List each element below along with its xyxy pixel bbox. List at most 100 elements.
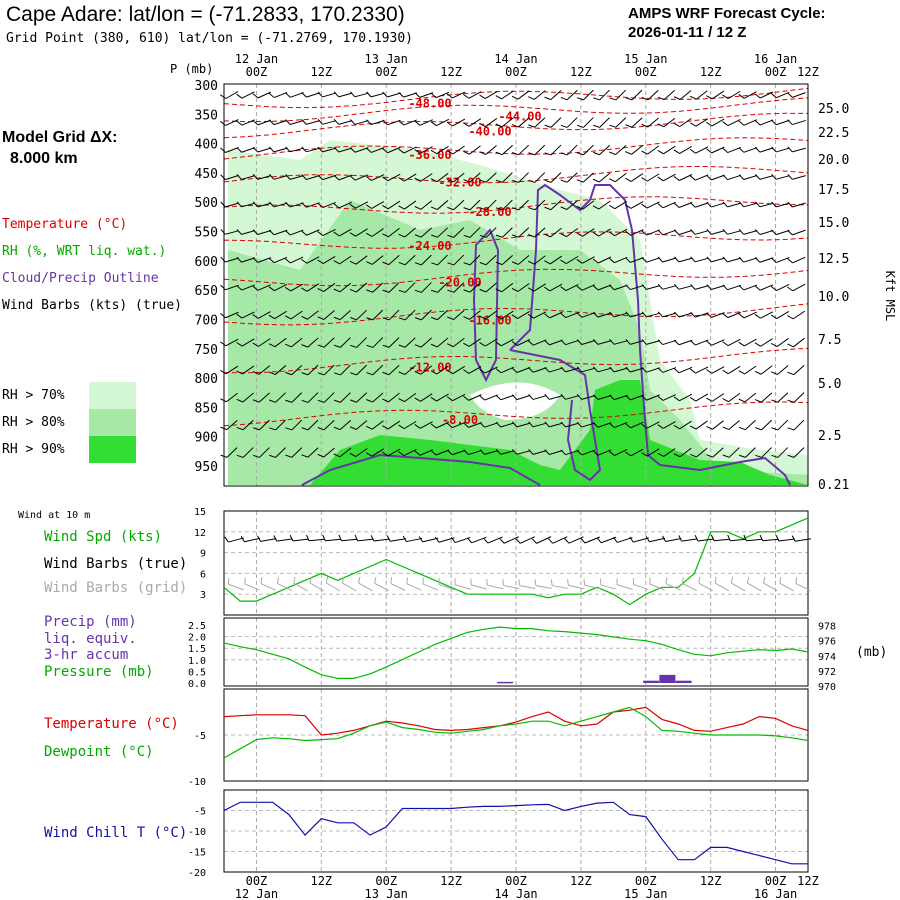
wind-barb-shaft bbox=[356, 337, 367, 348]
wind-barb bbox=[657, 117, 676, 128]
wind-barb-shaft bbox=[695, 90, 708, 100]
wind-barb bbox=[657, 448, 676, 457]
wind-barb-flag bbox=[576, 179, 584, 183]
wind-barb-shaft bbox=[646, 448, 660, 457]
wind-barb bbox=[268, 365, 287, 376]
wind-barb-shaft bbox=[226, 392, 238, 403]
wind-barb-shaft bbox=[372, 364, 384, 376]
temp-contour-label: -32.00 bbox=[438, 176, 481, 190]
surface-wind-barb-shaft bbox=[228, 537, 244, 543]
wind-barb bbox=[398, 420, 417, 430]
wind-barb-shaft bbox=[743, 284, 758, 291]
wind-barb-shaft bbox=[289, 147, 304, 153]
wind-barb-flag bbox=[592, 450, 599, 456]
wind-barb bbox=[269, 173, 288, 180]
wind-barb-flag bbox=[479, 315, 486, 320]
wind-barb bbox=[673, 311, 693, 318]
wind-barb-shaft bbox=[340, 364, 351, 376]
wind-barb bbox=[641, 367, 661, 373]
wind-barb bbox=[771, 146, 790, 153]
wind-barb bbox=[398, 309, 416, 321]
wind-barb bbox=[236, 147, 255, 153]
wind-barb-flag bbox=[657, 123, 665, 128]
wind-barb-flag bbox=[301, 174, 307, 180]
wind-barb-flag bbox=[641, 97, 649, 101]
wind-barb-flag bbox=[592, 231, 599, 237]
time-tick-bottom: 00Z bbox=[375, 874, 397, 888]
surface-wind-barb-flag bbox=[727, 534, 731, 541]
wind-barb-flag bbox=[593, 151, 600, 156]
wind-barb-flag bbox=[479, 94, 486, 100]
wind-barb-shaft bbox=[502, 199, 513, 211]
wind-barb bbox=[431, 309, 449, 321]
wind-barb bbox=[333, 91, 353, 98]
wind-barb-flag bbox=[544, 152, 552, 156]
surface-wind-barb-shaft bbox=[778, 538, 795, 542]
wind-barb-shaft bbox=[533, 311, 547, 319]
wind-barb-shaft bbox=[372, 392, 384, 403]
wind-barb-shaft bbox=[306, 283, 320, 292]
wind-barb bbox=[365, 201, 385, 209]
surface-wind-barb-shaft bbox=[795, 538, 811, 542]
wind-barb-flag bbox=[544, 421, 550, 428]
wind-barb bbox=[754, 146, 774, 153]
wind-barb-flag bbox=[252, 371, 260, 375]
wind-barb bbox=[252, 119, 272, 126]
wind-barb-shaft bbox=[759, 119, 774, 126]
wind-barb-shaft bbox=[662, 285, 677, 290]
wind-barb-flag bbox=[657, 367, 664, 373]
wind-barb bbox=[366, 255, 384, 265]
wind-barb-flag bbox=[430, 149, 437, 155]
wind-barb bbox=[398, 92, 418, 98]
wind-speed-tick: 9 bbox=[200, 549, 206, 560]
wind-barb bbox=[641, 229, 660, 236]
wind-barb-flag bbox=[544, 313, 550, 319]
surface-wind-barb-shaft bbox=[325, 538, 342, 542]
wind-barb-shaft bbox=[679, 146, 692, 154]
wind-barb-shaft bbox=[743, 119, 758, 126]
wind-barb-flag bbox=[285, 399, 292, 403]
wind-barb-shaft bbox=[598, 172, 611, 183]
temp-contour-label: -16.00 bbox=[468, 313, 511, 327]
wind-barb bbox=[722, 338, 741, 347]
wind-barb-flag bbox=[430, 178, 438, 183]
wind-barb bbox=[463, 282, 481, 293]
wind-barb-flag bbox=[560, 179, 568, 183]
wind-barb bbox=[333, 419, 351, 431]
wind-barb-shaft bbox=[241, 284, 255, 291]
wind-barb-shaft bbox=[437, 282, 448, 293]
wind-barb-shaft bbox=[727, 202, 742, 208]
wind-barb-shaft bbox=[274, 283, 288, 292]
wind-barb-flag bbox=[252, 173, 259, 180]
surface-wind-barb-shaft bbox=[503, 536, 519, 544]
wind-barb bbox=[414, 421, 433, 429]
grid-wind-barb bbox=[534, 579, 552, 589]
wind-barb-shaft bbox=[759, 284, 774, 291]
time-tick-top: 12Z bbox=[440, 65, 462, 79]
wind-barb bbox=[592, 200, 611, 210]
wind-barb-flag bbox=[268, 257, 275, 264]
wind-barb-shaft bbox=[338, 201, 352, 209]
wind-barb-flag bbox=[236, 454, 244, 458]
wind-barb-flag bbox=[285, 201, 291, 208]
grid-wind-barb-shaft bbox=[649, 583, 665, 591]
wind-barb-shaft bbox=[678, 366, 693, 374]
wind-barb bbox=[787, 419, 805, 431]
wind-barb-shaft bbox=[663, 421, 676, 429]
wind-barb-shaft bbox=[743, 202, 758, 208]
wind-barb bbox=[690, 311, 709, 318]
wind-barb-shaft bbox=[695, 202, 709, 208]
wind-barb bbox=[609, 311, 628, 318]
wind-barb-flag bbox=[625, 423, 631, 429]
wind-barb-flag bbox=[268, 146, 275, 153]
wind-barb-shaft bbox=[792, 175, 806, 180]
wind-barb bbox=[706, 447, 724, 458]
wind-barb bbox=[609, 394, 628, 401]
wind-barb bbox=[544, 339, 563, 346]
wind-barb-flag bbox=[673, 229, 680, 235]
wind-barb-shaft bbox=[646, 394, 660, 401]
surface-wind-barb-flag bbox=[418, 536, 424, 543]
wind-barb-flag bbox=[220, 147, 226, 153]
wind-barb bbox=[479, 449, 499, 455]
wind-barb-shaft bbox=[339, 228, 352, 237]
